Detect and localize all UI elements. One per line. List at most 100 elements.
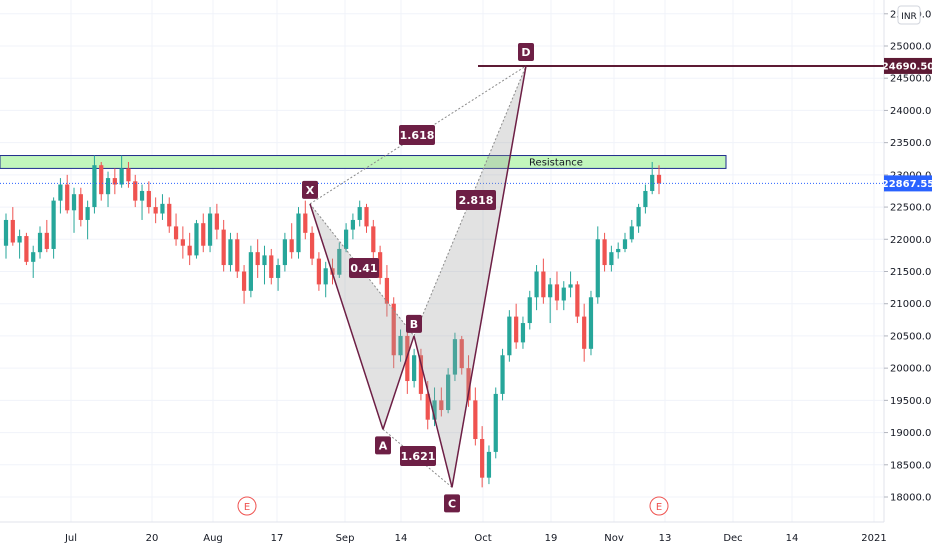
candle-body (139, 190, 145, 201)
y-tick-label: 19500.00 (890, 396, 932, 407)
candle-body (31, 252, 36, 262)
candle-body (520, 323, 526, 343)
candle-body (241, 271, 247, 291)
candle-body (3, 219, 9, 246)
candle-body (228, 239, 233, 266)
ratio-label: 0.41 (350, 262, 377, 275)
candle-body (44, 232, 49, 249)
currency-badge[interactable]: INR (897, 5, 921, 25)
candle-body (582, 316, 587, 349)
pattern-point-box[interactable] (302, 180, 318, 199)
candle-body (575, 284, 580, 317)
resistance-rect[interactable] (0, 155, 727, 169)
candle-body (221, 229, 226, 266)
candle-body (37, 232, 43, 253)
candle-body (602, 239, 607, 266)
candle-body (105, 178, 111, 195)
x-tick-label: Jul (64, 533, 77, 544)
candle-body (71, 194, 77, 211)
candle-body (514, 316, 519, 343)
pattern-point-c: C (448, 497, 456, 510)
candle-body (126, 168, 131, 182)
candle-body (296, 213, 301, 253)
pattern-point-box[interactable] (518, 42, 534, 61)
time-axis[interactable]: Jul 20 Aug 17 Sep 14 Oct 19 Nov 13 Dec 14 2021 (64, 533, 887, 544)
pattern-point-box[interactable] (406, 314, 422, 333)
candle-body (609, 252, 614, 266)
candle-body (507, 316, 512, 356)
candle-body (119, 168, 124, 185)
candle-body (78, 194, 83, 220)
candle-body (133, 181, 138, 201)
target-price-tag-box[interactable] (884, 57, 932, 74)
ratio-box[interactable] (456, 190, 496, 210)
pattern-point-x: X (306, 184, 315, 197)
x-tick-label: 13 (659, 533, 672, 544)
candle-body (173, 226, 179, 240)
candle-body (17, 236, 22, 243)
x-tick-label: 14 (786, 533, 799, 544)
candle-body (500, 355, 505, 394)
harmonic-pattern[interactable]: X A B C D 0.41 1.621 2.818 1.618 (302, 42, 884, 513)
candle-body (650, 174, 655, 191)
resistance-zone[interactable]: Resistance (0, 155, 727, 169)
grid (0, 0, 884, 522)
pattern-triangle-bcd (414, 65, 526, 488)
candle-body (24, 236, 29, 262)
last-price-tag-label: 22867.55 (882, 179, 932, 190)
y-tick-label: 20000.00 (890, 364, 932, 375)
y-tick-label: 21500.00 (890, 267, 932, 278)
candle-body (459, 339, 464, 369)
candle-body (493, 393, 498, 452)
candle-body (588, 297, 594, 349)
candle-body (636, 207, 641, 227)
pattern-leg (309, 203, 384, 430)
candle-body (167, 203, 172, 227)
candle-body (527, 297, 532, 324)
pattern-point-d: D (521, 46, 530, 59)
candle-body (289, 239, 294, 253)
candle-body (92, 165, 97, 208)
candle-body (425, 393, 430, 420)
earnings-marker-circle (237, 496, 257, 516)
candle-body (486, 451, 492, 478)
ratio-box[interactable] (349, 258, 379, 278)
candle-body (180, 239, 185, 246)
y-tick-label: 24000.00 (890, 106, 932, 117)
candle-body (554, 284, 560, 301)
candle-body (112, 178, 117, 185)
candle-body (235, 239, 240, 272)
candle-body (316, 258, 322, 285)
candle-body (323, 268, 328, 285)
earnings-marker-circle (649, 496, 669, 516)
candle-body (10, 219, 15, 243)
candle-body (391, 303, 396, 356)
candle-body (275, 265, 281, 278)
candle-body (418, 355, 424, 394)
candle-body (622, 239, 628, 249)
candle-body (561, 287, 566, 301)
candle-body (85, 207, 90, 220)
candle-body (282, 239, 287, 266)
currency-badge-label: INR (901, 12, 917, 22)
last-price-tag-box[interactable] (884, 175, 932, 192)
ratio-box[interactable] (399, 125, 435, 145)
candle-body (364, 207, 369, 227)
x-tick-label: Aug (203, 533, 223, 544)
y-tick-label: 22000.00 (890, 235, 932, 246)
earnings-marker-label: E (244, 502, 250, 513)
pattern-point-box[interactable] (444, 494, 460, 513)
y-tick-label: 18500.00 (890, 460, 932, 471)
y-tick-label: 18000.00 (890, 493, 932, 504)
candle-body (541, 271, 546, 298)
candle-body (480, 439, 485, 478)
pattern-point-box[interactable] (375, 436, 391, 455)
candle-body (187, 245, 192, 256)
resistance-label: Resistance (529, 157, 583, 168)
x-tick-label: Sep (336, 533, 355, 544)
ratio-box[interactable] (400, 446, 436, 466)
x-tick-label: 20 (146, 533, 159, 544)
pattern-leg (382, 335, 415, 430)
